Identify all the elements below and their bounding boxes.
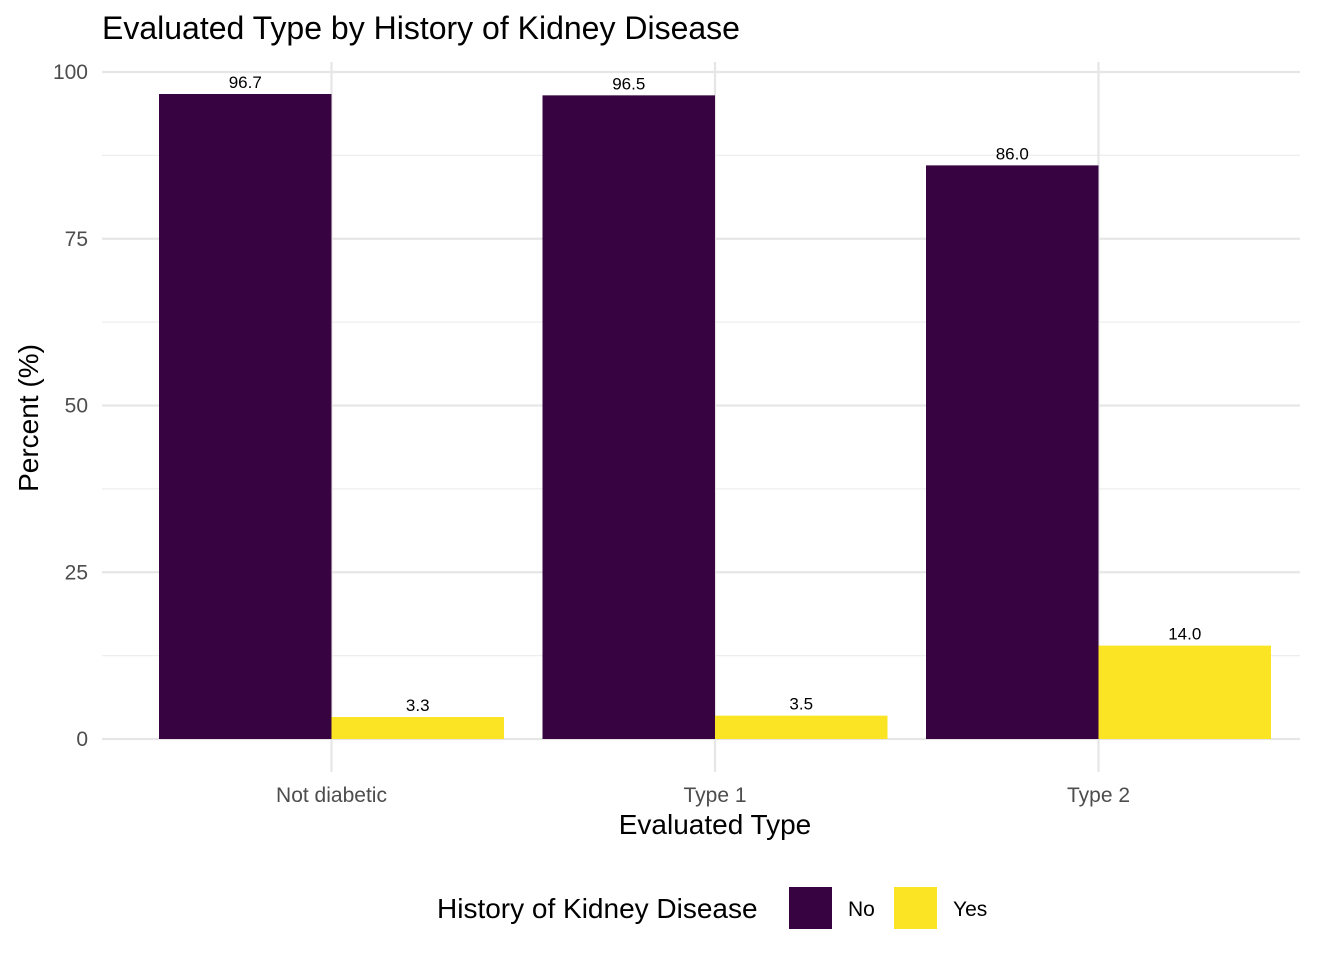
data-label: 96.7 <box>229 73 262 92</box>
y-axis-title: Percent (%) <box>13 344 44 492</box>
data-label: 96.5 <box>612 74 645 93</box>
data-labels: 96.7 3.3 96.5 3.5 86.0 14.0 <box>229 73 1202 715</box>
chart-title: Evaluated Type by History of Kidney Dise… <box>102 10 740 46</box>
x-tick-label: Not diabetic <box>276 784 387 807</box>
bar-yes-not-diabetic <box>331 716 504 739</box>
bar-yes-type-2 <box>1098 645 1271 739</box>
legend-label-yes: Yes <box>953 898 987 921</box>
y-tick-label: 75 <box>65 228 88 251</box>
bars <box>159 94 1271 740</box>
legend-key-no <box>789 887 832 929</box>
data-label: 3.5 <box>789 695 813 714</box>
bar-no-type-1 <box>542 95 715 740</box>
y-tick-label: 100 <box>53 61 88 84</box>
legend-label-no: No <box>848 898 875 921</box>
y-axis-ticks: 0 25 50 75 100 <box>53 61 88 751</box>
y-tick-label: 0 <box>76 728 88 751</box>
x-axis-ticks: Not diabetic Type 1 Type 2 <box>276 784 1130 807</box>
y-tick-label: 50 <box>65 395 88 418</box>
data-label: 86.0 <box>996 144 1029 163</box>
bar-yes-type-1 <box>715 715 888 739</box>
x-tick-label: Type 2 <box>1067 784 1130 807</box>
data-label: 14.0 <box>1168 625 1201 644</box>
legend: History of Kidney Disease No Yes <box>437 887 987 929</box>
bar-no-not-diabetic <box>159 94 332 740</box>
bar-no-type-2 <box>926 165 1099 739</box>
x-tick-label: Type 1 <box>683 784 746 807</box>
legend-key-yes <box>894 887 937 929</box>
data-label: 3.3 <box>406 696 430 715</box>
y-tick-label: 25 <box>65 561 88 584</box>
x-axis-title: Evaluated Type <box>619 809 812 840</box>
legend-title: History of Kidney Disease <box>437 893 758 924</box>
